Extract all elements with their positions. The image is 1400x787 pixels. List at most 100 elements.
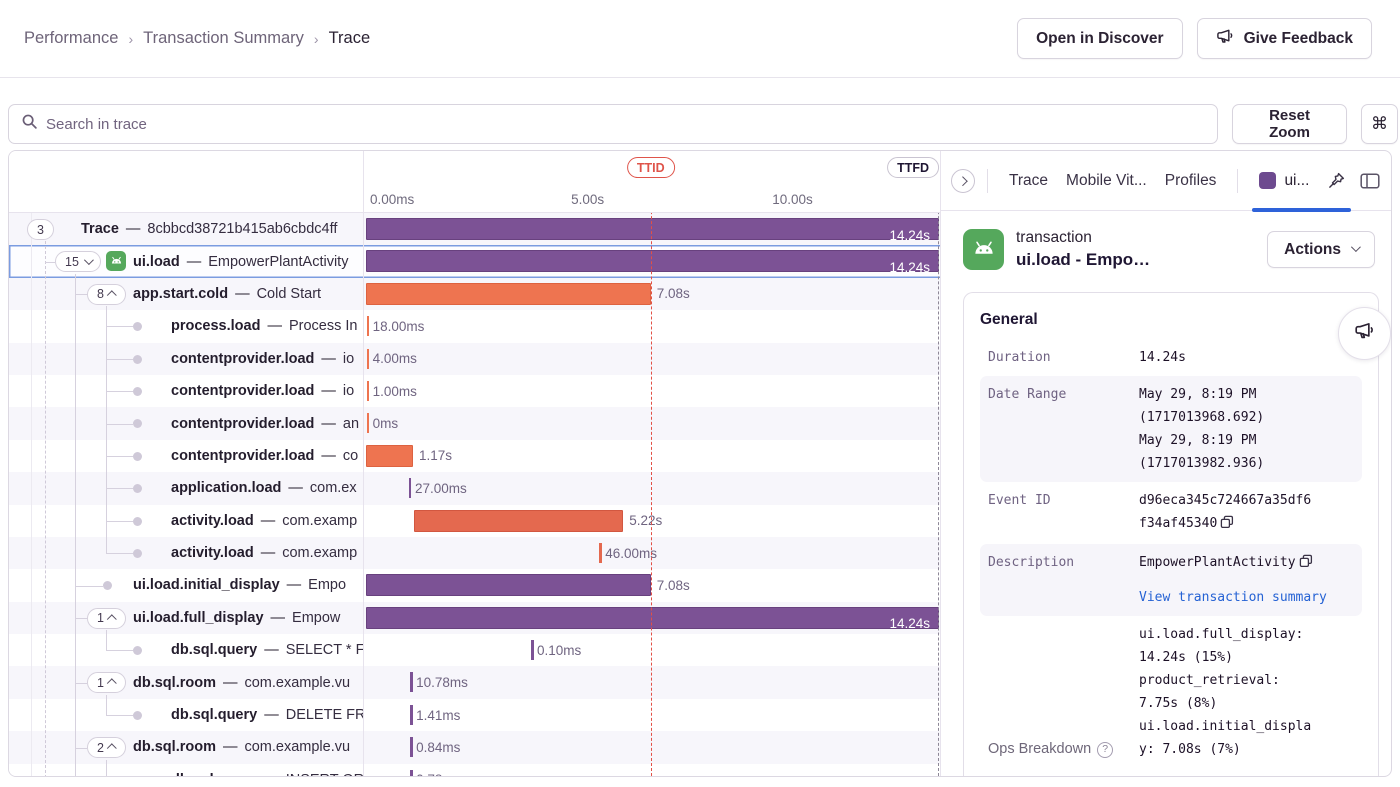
span-bar-row[interactable]: 5.22s	[364, 505, 940, 537]
copy-icon[interactable]	[1299, 553, 1313, 576]
span-tree-row[interactable]: application.load—com.ex	[9, 472, 363, 504]
tab-active-span[interactable]: ui...	[1250, 151, 1317, 211]
span-bar-row[interactable]: 4.00ms	[364, 343, 940, 375]
span-bar-row[interactable]: 1.17s	[364, 440, 940, 472]
span-bar-row[interactable]: 0.10ms	[364, 634, 940, 666]
span-bar-row[interactable]: 10.78ms	[364, 666, 940, 698]
span-count-pill[interactable]: 1	[87, 672, 126, 693]
span-row-label: Trace—8cbbcd38721b415ab6cbdc4ff	[81, 213, 363, 245]
ttid-badge[interactable]: TTID	[627, 157, 675, 178]
detail-field-label: Date Range	[988, 383, 1139, 475]
span-tree-row[interactable]: ui.load.initial_display—Empo	[9, 569, 363, 601]
span-tree-row[interactable]: 2db.sql.room—com.example.vu	[9, 731, 363, 763]
span-bar-row[interactable]: 46.00ms	[364, 537, 940, 569]
span-duration-tick[interactable]	[367, 381, 370, 401]
pin-tab-button[interactable]	[1321, 166, 1351, 196]
chevron-up-icon	[107, 290, 117, 300]
span-duration-tick[interactable]	[409, 478, 412, 498]
span-tree-row[interactable]: activity.load—com.examp	[9, 505, 363, 537]
span-tree-row[interactable]: 8app.start.cold—Cold Start	[9, 278, 363, 310]
give-feedback-button[interactable]: Give Feedback	[1197, 18, 1372, 59]
span-duration-tick[interactable]	[367, 349, 370, 369]
span-tree-row[interactable]: 1 db.sql.room—com.example.vu	[9, 666, 363, 698]
span-bar-row[interactable]: 0.84ms	[364, 731, 940, 763]
span-row-label: db.sql.query—INSERT OR	[171, 764, 363, 776]
shortcut-command-button[interactable]: ⌘	[1361, 104, 1398, 144]
span-tree-row[interactable]: activity.load—com.examp	[9, 537, 363, 569]
command-icon: ⌘	[1371, 114, 1388, 134]
span-count-pill[interactable]: 3	[27, 219, 54, 240]
span-duration-tick[interactable]	[599, 543, 602, 563]
span-duration-label: 7.08s	[657, 278, 690, 310]
span-duration-bar[interactable]	[366, 445, 413, 467]
open-in-discover-button[interactable]: Open in Discover	[1017, 18, 1182, 59]
span-bar-row[interactable]: 18.00ms	[364, 310, 940, 342]
span-tree-row[interactable]: process.load—Process In	[9, 310, 363, 342]
span-duration-bar[interactable]	[414, 510, 624, 532]
span-bar-row[interactable]: 1.41ms	[364, 699, 940, 731]
megaphone-icon	[1216, 27, 1235, 51]
span-tree-row[interactable]: db.sql.query—INSERT OR	[9, 764, 363, 776]
trace-view-page: Performance › Transaction Summary › Trac…	[0, 0, 1400, 787]
tab-trace[interactable]: Trace	[1000, 172, 1057, 190]
span-duration-bar[interactable]	[366, 283, 651, 305]
span-tree-row[interactable]: 15ui.load—EmpowerPlantActivity	[9, 245, 363, 277]
span-duration-tick[interactable]	[410, 737, 413, 757]
span-bar-row[interactable]: 14.24s	[364, 213, 940, 245]
ttfd-badge[interactable]: TTFD	[887, 157, 939, 178]
transaction-title: ui.load - Empo…	[1016, 250, 1255, 270]
span-duration-tick[interactable]	[410, 705, 413, 725]
span-count-pill[interactable]: 8	[87, 284, 126, 305]
span-count-pill[interactable]: 15	[55, 251, 101, 272]
span-tree-row[interactable]: contentprovider.load—co	[9, 440, 363, 472]
span-bar-row[interactable]: 7.08s	[364, 569, 940, 601]
span-duration-tick[interactable]	[367, 316, 370, 336]
span-bar-row[interactable]: 1.00ms	[364, 375, 940, 407]
span-row-label: db.sql.room—com.example.vu	[133, 666, 363, 698]
span-duration-tick[interactable]	[531, 640, 534, 660]
search-box[interactable]	[8, 104, 1218, 144]
span-duration-bar[interactable]: 14.24s	[366, 607, 939, 629]
copy-icon[interactable]	[1220, 514, 1234, 537]
span-connector-dot	[133, 355, 142, 364]
span-tree-row[interactable]: 3 Trace—8cbbcd38721b415ab6cbdc4ff	[9, 213, 363, 245]
span-connector-dot	[133, 517, 142, 526]
span-count-pill[interactable]: 1	[87, 608, 126, 629]
span-bar-row[interactable]: 0ms	[364, 407, 940, 439]
span-bar-row[interactable]: 27.00ms	[364, 472, 940, 504]
span-tree-row[interactable]: contentprovider.load—an	[9, 407, 363, 439]
tab-mobile-vit[interactable]: Mobile Vit...	[1057, 172, 1156, 190]
feedback-fab-button[interactable]	[1338, 307, 1391, 360]
reset-zoom-button[interactable]: Reset Zoom	[1232, 104, 1347, 144]
search-input[interactable]	[46, 116, 1205, 133]
collapse-panel-button[interactable]	[951, 169, 975, 193]
breadcrumb-transaction-summary[interactable]: Transaction Summary	[143, 29, 304, 48]
detail-tab-bar: TraceMobile Vit...Profiles ui...	[941, 151, 1392, 211]
layout-left-panel-button[interactable]	[1355, 166, 1385, 196]
span-tree-row[interactable]: 1ui.load.full_display—Empow	[9, 602, 363, 634]
span-bar-row[interactable]: 0.78ms	[364, 764, 940, 776]
breadcrumb-performance[interactable]: Performance	[24, 29, 118, 48]
span-duration-bar[interactable]	[366, 574, 651, 596]
detail-field-label: Description	[988, 551, 1139, 609]
span-bar-row[interactable]: 7.08s	[364, 278, 940, 310]
span-count-pill[interactable]: 2	[87, 737, 126, 758]
span-duration-tick[interactable]	[367, 413, 370, 433]
span-bar-row[interactable]: 14.24s	[364, 245, 940, 277]
span-tree-row[interactable]: db.sql.query—DELETE FR	[9, 699, 363, 731]
span-tree-row[interactable]: db.sql.query—SELECT * F	[9, 634, 363, 666]
span-bar-row[interactable]: 14.24s	[364, 602, 940, 634]
span-duration-tick[interactable]	[410, 770, 413, 776]
layout-bottom-panel-button[interactable]	[1389, 166, 1392, 196]
span-duration-bar[interactable]: 14.24s	[366, 218, 939, 240]
timeline-pane: TTID TTFD 0.00ms5.00s10.00s 14.24s14.24s…	[364, 151, 941, 776]
view-transaction-summary-link[interactable]: View transaction summary	[1139, 590, 1327, 605]
help-icon[interactable]: ?	[1097, 742, 1113, 758]
span-tree-row[interactable]: contentprovider.load—io	[9, 375, 363, 407]
span-duration-bar[interactable]: 14.24s	[366, 250, 939, 272]
chevron-right-icon	[957, 176, 967, 186]
actions-button[interactable]: Actions	[1267, 231, 1375, 268]
tab-profiles[interactable]: Profiles	[1156, 172, 1226, 190]
span-duration-tick[interactable]	[410, 672, 413, 692]
span-tree-row[interactable]: contentprovider.load—io	[9, 343, 363, 375]
